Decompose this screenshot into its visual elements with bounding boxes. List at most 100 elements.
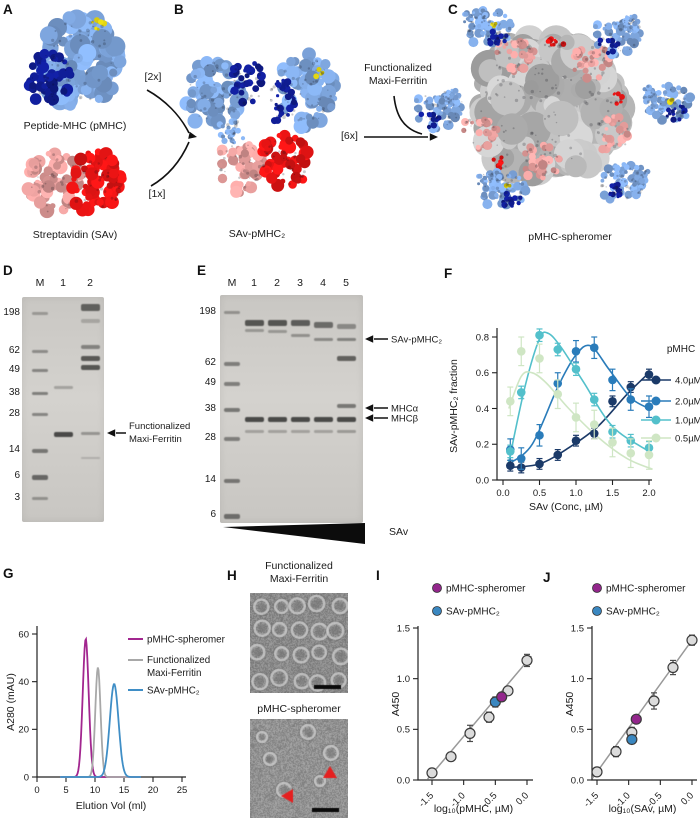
decor-circle	[444, 91, 447, 94]
decor-circle	[496, 36, 500, 40]
decor-circle	[44, 166, 53, 175]
decor-circle	[508, 101, 524, 117]
decor-circle	[77, 16, 92, 31]
decor-circle	[616, 187, 621, 192]
I-ylabel: A450	[390, 692, 402, 717]
decor-circle	[683, 110, 686, 113]
decor-circle	[615, 143, 618, 146]
decor-circle	[506, 183, 509, 186]
I-ytick-label: 0.5	[397, 725, 410, 736]
decor-circle	[482, 185, 490, 193]
decor-circle	[229, 149, 234, 154]
decor-circle	[33, 52, 43, 62]
decor-circle	[523, 171, 532, 180]
sav-gradient-label: SAv	[389, 526, 408, 539]
decor-circle	[482, 118, 508, 144]
decor-circle	[264, 148, 270, 154]
J-data-point	[627, 734, 637, 744]
decor-circle	[483, 17, 486, 20]
decor-circle	[604, 116, 611, 123]
decor-circle	[95, 32, 114, 51]
decor-circle	[217, 145, 228, 156]
decor-circle	[63, 186, 74, 197]
decor-circle	[426, 116, 427, 117]
decor-circle	[603, 57, 605, 59]
decor-circle	[26, 77, 34, 85]
decor-circle	[635, 19, 641, 25]
decor-circle	[612, 196, 614, 198]
gel-protein-band	[291, 417, 310, 422]
decor-circle	[613, 52, 620, 59]
decor-circle	[549, 31, 579, 61]
decor-circle	[68, 79, 71, 82]
decor-circle	[106, 188, 113, 195]
decor-circle	[570, 45, 602, 77]
decor-circle	[48, 79, 55, 86]
decor-circle	[675, 119, 677, 121]
decor-circle	[240, 82, 245, 87]
decor-circle	[670, 102, 678, 110]
J-fit-line	[593, 637, 695, 778]
decor-circle	[613, 163, 617, 167]
decor-circle	[256, 80, 260, 84]
decor-circle	[245, 182, 257, 194]
decor-circle	[481, 33, 485, 37]
decor-circle	[518, 41, 520, 43]
decor-circle	[234, 63, 242, 71]
decor-circle	[668, 89, 678, 99]
decor-circle	[556, 156, 562, 162]
decor-circle	[473, 31, 474, 32]
decor-circle	[219, 168, 222, 171]
J-ylabel: A450	[564, 692, 576, 717]
decor-circle	[538, 37, 562, 61]
decor-circle	[504, 193, 511, 200]
decor-circle	[203, 95, 206, 98]
decor-circle	[599, 90, 636, 127]
decor-circle	[548, 36, 554, 42]
decor-circle	[83, 82, 86, 85]
decor-circle	[681, 101, 684, 104]
decor-circle	[557, 77, 587, 107]
decor-circle	[532, 56, 536, 60]
decor-circle	[223, 92, 230, 99]
decor-circle	[43, 176, 55, 188]
decor-circle	[214, 59, 226, 71]
decor-circle	[306, 96, 319, 109]
decor-circle	[218, 163, 223, 168]
decor-circle	[250, 99, 256, 105]
decor-circle	[47, 211, 49, 213]
gel-protein-band	[268, 320, 287, 326]
decor-circle	[638, 178, 644, 184]
decor-circle	[458, 96, 460, 98]
decor-circle	[493, 33, 524, 64]
decor-circle	[489, 143, 518, 172]
decor-circle	[664, 82, 673, 91]
decor-circle	[286, 85, 288, 87]
panel-letter-f: F	[444, 266, 452, 281]
decor-circle	[534, 167, 538, 171]
decor-circle	[604, 164, 613, 173]
decor-circle	[215, 64, 218, 67]
decor-circle	[195, 88, 209, 102]
decor-circle	[89, 199, 97, 207]
decor-circle	[265, 161, 272, 168]
decor-circle	[609, 192, 612, 195]
decor-circle	[53, 99, 54, 100]
gel-protein-band	[291, 334, 310, 337]
decor-circle	[676, 112, 679, 115]
decor-circle	[232, 141, 236, 145]
decor-circle	[639, 175, 648, 184]
decor-circle	[484, 114, 518, 148]
decor-circle	[521, 53, 523, 55]
decor-circle	[211, 98, 214, 101]
decor-circle	[85, 153, 96, 164]
J-ytick-label: 0.0	[571, 775, 584, 786]
decor-circle	[518, 57, 552, 91]
decor-circle	[613, 45, 615, 47]
decor-circle	[502, 79, 505, 82]
decor-circle	[525, 159, 528, 162]
decor-circle	[536, 144, 539, 147]
decor-circle	[91, 40, 95, 44]
decor-circle	[301, 123, 311, 133]
decor-circle	[637, 22, 639, 24]
